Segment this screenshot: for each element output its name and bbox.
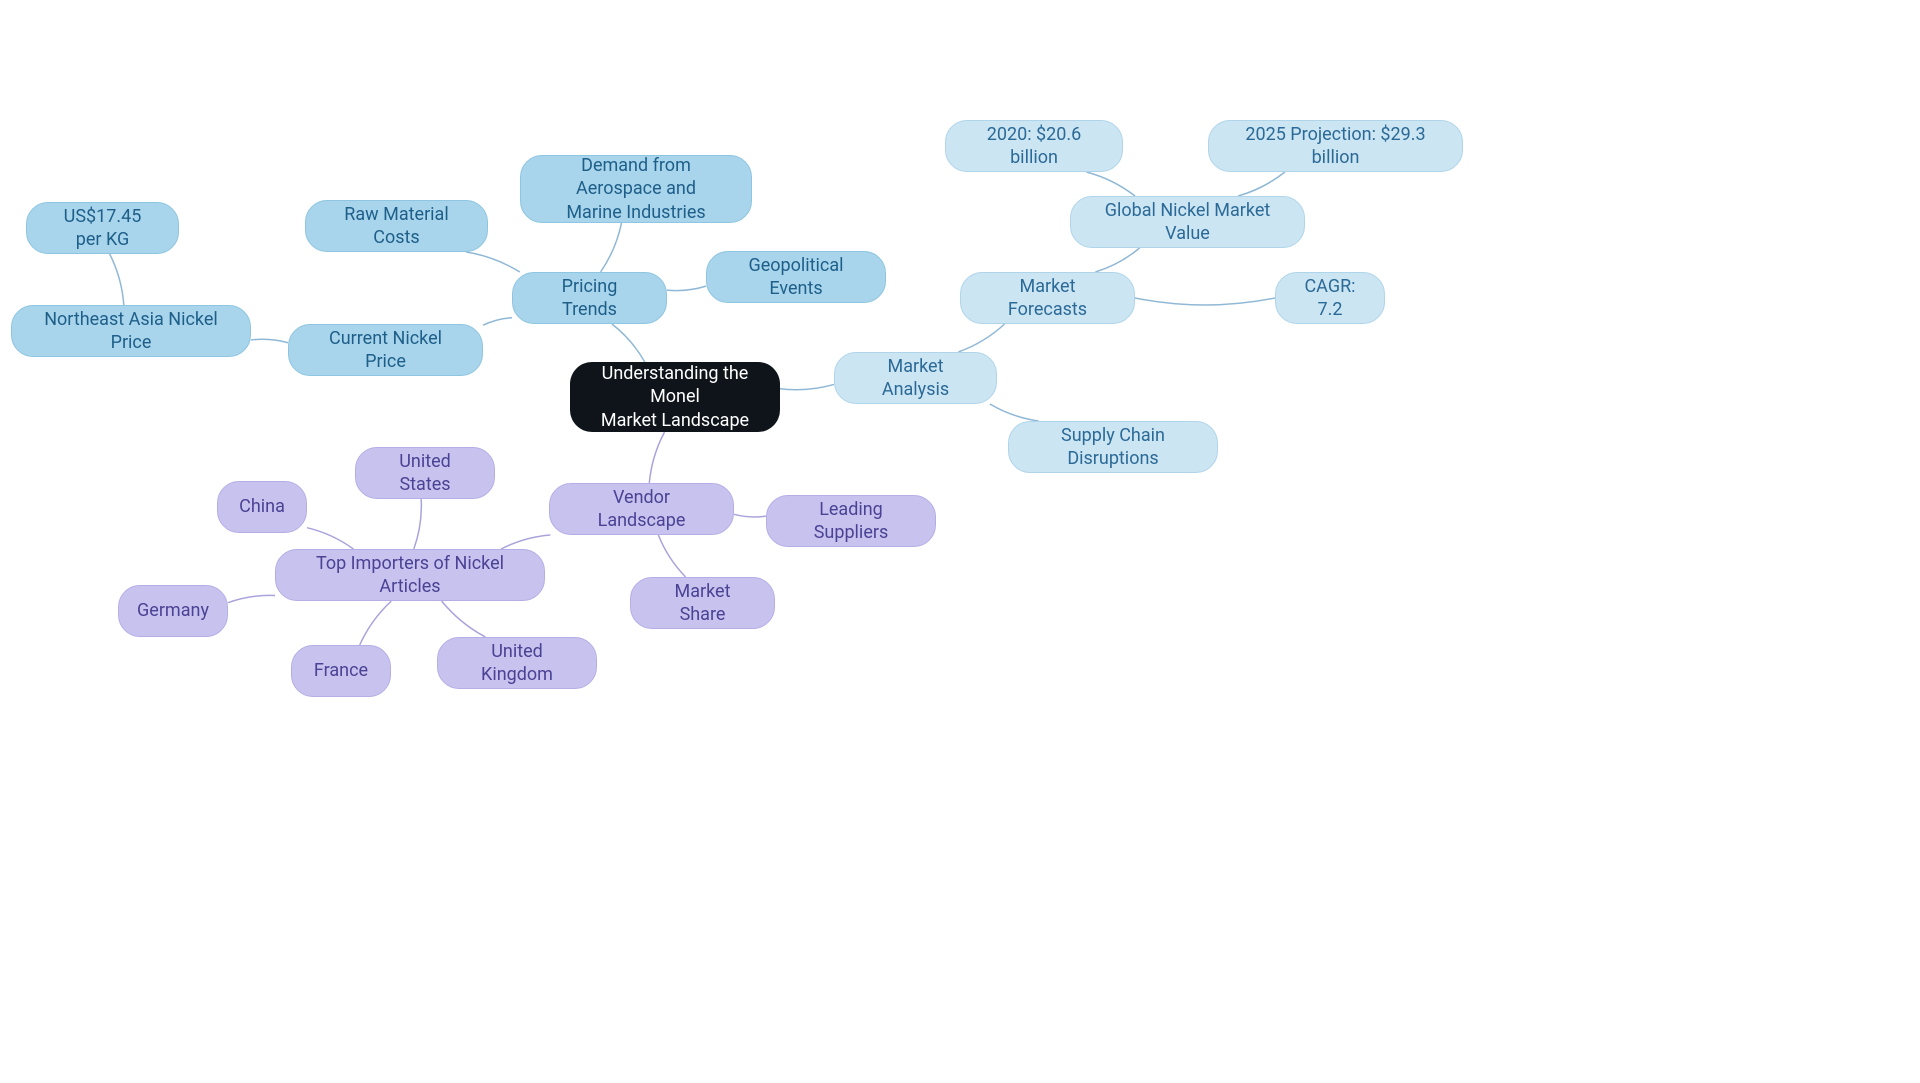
node-y2025: 2025 Projection: $29.3 billion [1208, 120, 1463, 172]
edge-market-forecasts [958, 324, 1004, 352]
edge-forecasts-cagr [1135, 298, 1275, 305]
node-uk: United Kingdom [437, 637, 597, 689]
node-forecasts: Market Forecasts [960, 272, 1135, 324]
edge-global-y2025 [1238, 172, 1285, 196]
edge-market-supply [990, 404, 1039, 421]
edge-importers-france [360, 601, 392, 645]
edge-vendor-leading [734, 514, 766, 517]
node-y2020: 2020: $20.6 billion [945, 120, 1123, 172]
edge-vendor-importers [501, 535, 550, 549]
node-geo: Geopolitical Events [706, 251, 886, 303]
edge-forecasts-global [1095, 248, 1139, 272]
edge-importers-china [307, 528, 353, 549]
node-pricing: Pricing Trends [512, 272, 667, 324]
node-demand: Demand from Aerospace and Marine Industr… [520, 155, 752, 223]
node-cagr: CAGR: 7.2 [1275, 272, 1385, 324]
node-china: China [217, 481, 307, 533]
edge-importers-us [414, 499, 422, 549]
node-france: France [291, 645, 391, 697]
node-curnickel: Current Nickel Price [288, 324, 483, 376]
node-root: Understanding the Monel Market Landscape [570, 362, 780, 432]
edge-root-market [780, 384, 834, 389]
edge-pricing-rawmat [466, 252, 520, 272]
edge-global-y2020 [1087, 172, 1135, 196]
edge-importers-germany [228, 595, 275, 602]
edge-vendor-share [658, 535, 685, 577]
edge-root-pricing [612, 324, 645, 362]
edge-pricing-curnickel [483, 318, 512, 325]
node-leading: Leading Suppliers [766, 495, 936, 547]
node-rawmat: Raw Material Costs [305, 200, 488, 252]
node-supply: Supply Chain Disruptions [1008, 421, 1218, 473]
edge-neasia-perkg [110, 254, 124, 305]
edge-root-vendor [649, 432, 664, 483]
edge-pricing-geo [667, 286, 706, 290]
edge-importers-uk [442, 601, 486, 637]
node-perkg: US$17.45 per KG [26, 202, 179, 254]
node-us: United States [355, 447, 495, 499]
node-vendor: Vendor Landscape [549, 483, 734, 535]
node-germany: Germany [118, 585, 228, 637]
node-market: Market Analysis [834, 352, 997, 404]
edge-curnickel-neasia [251, 339, 288, 342]
node-importers: Top Importers of Nickel Articles [275, 549, 545, 601]
edge-pricing-demand [601, 223, 622, 272]
node-share: Market Share [630, 577, 775, 629]
node-neasia: Northeast Asia Nickel Price [11, 305, 251, 357]
node-global: Global Nickel Market Value [1070, 196, 1305, 248]
